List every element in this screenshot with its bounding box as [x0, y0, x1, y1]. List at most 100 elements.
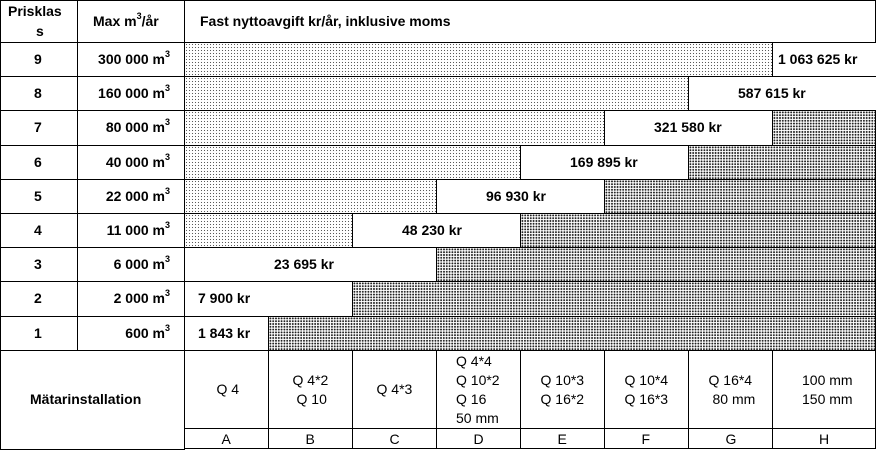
meter-line: Q 4 — [216, 381, 240, 397]
header-prisklass-cell — [0, 0, 78, 43]
max-volume-value: 40 000 m3 — [105, 151, 170, 170]
fee-cell — [688, 76, 876, 111]
prisklass-value: 4 — [34, 221, 42, 238]
max-volume-unit-exp: 3 — [164, 253, 170, 264]
dark-pattern-fill — [268, 316, 876, 351]
max-volume-number: 300 000 m — [98, 50, 165, 67]
dark-pattern-fill — [436, 247, 876, 282]
fee-value: 48 230 kr — [402, 221, 462, 238]
fee-value: 96 930 kr — [486, 187, 546, 204]
max-volume-number: 2 000 m — [113, 290, 165, 306]
prisklass-value: 1 — [34, 324, 42, 341]
prisklass-cell — [0, 247, 78, 282]
max-volume-number: 40 000 m — [105, 153, 165, 170]
meter-line: 150 mm — [802, 390, 853, 407]
max-volume-number: 600 m — [125, 324, 165, 341]
light-pattern-fill — [184, 76, 689, 111]
fee-cell — [604, 110, 773, 146]
meter-letter: B — [305, 431, 315, 447]
meter-line: Q 4*3 — [376, 381, 413, 397]
max-volume-value: 300 000 m3 — [98, 48, 170, 67]
max-volume-unit-exp: 3 — [164, 185, 170, 196]
meter-letter: D — [473, 431, 484, 447]
max-volume-number: 22 000 m — [105, 187, 165, 204]
prisklass-value: 7 — [34, 119, 42, 135]
meter-line: Q 4*2 — [292, 371, 329, 388]
meter-cell — [772, 350, 876, 429]
max-volume-cell — [77, 316, 185, 351]
meter-line: Q 10*2 — [456, 371, 500, 388]
meter-line: Q 16*3 — [624, 390, 669, 407]
light-pattern-fill — [184, 145, 521, 180]
meter-cell — [268, 350, 353, 429]
max-volume-unit-exp: 3 — [164, 219, 170, 230]
max-volume-value: 22 000 m3 — [105, 185, 170, 204]
light-pattern-fill — [184, 42, 773, 77]
light-pattern-fill — [184, 213, 353, 248]
meter-line: Q 10*4 — [624, 371, 669, 388]
max-volume-number: 6 000 m — [113, 255, 165, 272]
meter-line: Q 16 — [456, 390, 487, 407]
meter-cell — [604, 350, 689, 429]
meter-line: Q 10 — [296, 390, 327, 407]
meter-line: Q 16*4 — [708, 371, 753, 388]
dark-pattern-fill — [772, 110, 876, 146]
prisklass-value: 9 — [34, 50, 42, 67]
meter-letter: F — [641, 431, 651, 447]
meter-cell — [436, 350, 521, 429]
prisklass-value: 5 — [34, 187, 42, 204]
max-volume-unit-exp: 3 — [164, 82, 170, 93]
max-volume-unit-exp: 3 — [164, 288, 170, 298]
header-max-label: Max m3/år — [93, 11, 159, 29]
fee-value: 23 695 kr — [274, 255, 334, 272]
meter-letter: A — [221, 431, 231, 447]
dark-pattern-fill — [688, 145, 876, 180]
meter-line: 50 mm — [456, 409, 499, 426]
header-prisklass-line2: s — [36, 23, 44, 39]
fee-value: 1 843 kr — [198, 324, 251, 341]
meter-cell — [688, 350, 773, 429]
fee-value: 587 615 kr — [738, 84, 806, 101]
max-volume-value: 2 000 m3 — [113, 288, 170, 306]
meter-cell — [352, 350, 437, 429]
matar-label: Mätarinstallation — [30, 391, 142, 407]
meter-cell — [520, 350, 605, 429]
meter-cell — [184, 350, 269, 429]
max-volume-unit-exp: 3 — [164, 322, 170, 333]
max-volume-number: 11 000 m — [106, 221, 165, 238]
dark-pattern-fill — [352, 281, 876, 317]
meter-letter: C — [389, 431, 400, 447]
light-pattern-fill — [184, 179, 437, 214]
fee-value: 321 580 kr — [654, 119, 722, 135]
max-volume-cell — [77, 145, 185, 180]
header-prisklass-line1: Prisklas — [8, 3, 62, 19]
max-volume-value: 11 000 m3 — [106, 219, 170, 238]
prisklass-value: 3 — [34, 255, 42, 272]
max-volume-number: 80 000 m — [105, 119, 165, 135]
max-volume-unit-exp: 3 — [164, 151, 170, 162]
meter-letter: H — [819, 431, 830, 447]
max-volume-value: 6 000 m3 — [113, 253, 170, 272]
header-fee-label: Fast nyttoavgift kr/år, inklusive moms — [200, 13, 451, 29]
prisklass-value: 8 — [34, 84, 42, 101]
meter-letter: G — [725, 431, 737, 447]
max-volume-unit-exp: 3 — [164, 48, 170, 59]
prisklass-value: 2 — [34, 290, 42, 306]
max-volume-unit-exp: 3 — [164, 117, 170, 127]
dark-pattern-fill — [520, 213, 876, 248]
prisklass-value: 6 — [34, 153, 42, 170]
light-pattern-fill — [184, 110, 605, 146]
meter-line: 80 mm — [712, 390, 756, 407]
fee-value: 1 063 625 kr — [778, 50, 858, 67]
meter-line: 100 mm — [802, 371, 853, 388]
max-volume-value: 160 000 m3 — [98, 82, 170, 101]
fee-value: 7 900 kr — [198, 290, 251, 306]
meter-line: Q 4*4 — [456, 352, 492, 369]
max-volume-number: 160 000 m — [98, 84, 165, 101]
max-volume-value: 600 m3 — [125, 322, 170, 341]
meter-line: Q 10*3 — [540, 371, 585, 388]
fee-value: 169 895 kr — [570, 153, 638, 170]
fee-cell — [184, 281, 353, 317]
header-max-cell — [77, 0, 185, 43]
